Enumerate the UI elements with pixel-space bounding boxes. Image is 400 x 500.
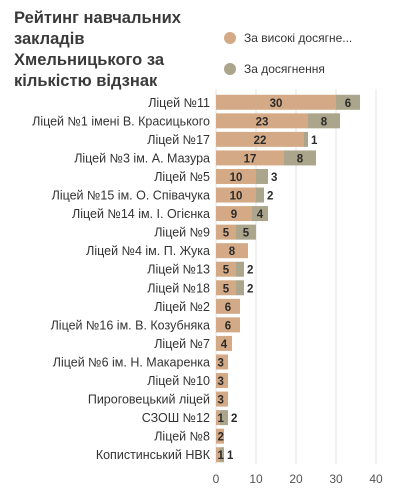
- data-label-high-achievements-10: 5: [223, 283, 230, 295]
- data-label-high-achievements-15: 3: [218, 376, 224, 388]
- category-label-16: Пироговецький ліцей: [88, 393, 210, 407]
- bar-high-achievements-1: [216, 113, 308, 129]
- bar-high-achievements-5: [216, 187, 256, 203]
- category-label-0: Ліцей №11: [148, 96, 210, 110]
- bar-achievements-9: [236, 261, 244, 277]
- legend-label-achievements: За досягнення: [244, 62, 325, 76]
- data-label-high-achievements-12: 6: [225, 320, 231, 332]
- bar-achievements-7: [236, 224, 256, 240]
- data-label-high-achievements-6: 9: [231, 209, 237, 221]
- category-label-6: Ліцей №14 ім. І. Огієнка: [72, 207, 210, 221]
- bar-high-achievements-12: [216, 317, 240, 333]
- data-label-achievements-6: 4: [257, 209, 264, 221]
- bar-high-achievements-15: [216, 373, 228, 389]
- bar-achievements-5: [256, 187, 264, 203]
- data-label-high-achievements-16: 3: [218, 395, 224, 407]
- data-label-achievements-0: 6: [345, 98, 351, 110]
- data-label-achievements-7: 5: [243, 228, 250, 240]
- data-label-achievements-19: 1: [227, 450, 234, 462]
- chart-title: Рейтинг навчальних закладів Хмельницьког…: [14, 9, 181, 90]
- x-tick-label-3: 30: [329, 472, 343, 486]
- category-label-18: Ліцей №8: [154, 430, 210, 444]
- bar-achievements-2: [304, 131, 308, 147]
- legend: За високі досягне... За досягнення: [224, 30, 396, 92]
- data-label-achievements-2: 1: [311, 135, 318, 147]
- bar-achievements-0: [336, 94, 360, 110]
- data-label-high-achievements-1: 23: [256, 116, 269, 128]
- legend-swatch-achievements: [224, 63, 236, 75]
- bar-high-achievements-6: [216, 206, 252, 222]
- data-label-high-achievements-8: 8: [229, 246, 236, 258]
- data-label-high-achievements-4: 10: [230, 172, 243, 184]
- bar-high-achievements-14: [216, 354, 228, 370]
- category-label-7: Ліцей №9: [154, 226, 210, 240]
- x-tick-label-1: 10: [249, 472, 263, 486]
- data-label-achievements-10: 2: [247, 283, 253, 295]
- category-label-11: Ліцей №2: [154, 300, 210, 314]
- category-label-2: Ліцей №17: [147, 133, 210, 147]
- legend-item-high-achievements: За високі досягне...: [224, 30, 396, 46]
- bar-high-achievements-19: [216, 447, 220, 463]
- data-label-high-achievements-11: 6: [225, 302, 231, 314]
- bar-high-achievements-17: [216, 410, 220, 426]
- bar-achievements-6: [252, 206, 268, 222]
- data-label-high-achievements-19: 1: [218, 450, 225, 462]
- data-label-achievements-1: 8: [321, 116, 328, 128]
- bar-high-achievements-7: [216, 224, 236, 240]
- x-tick-label-4: 40: [369, 472, 383, 486]
- data-label-high-achievements-7: 5: [223, 228, 230, 240]
- x-tick-label-0: 0: [213, 472, 220, 486]
- data-label-high-achievements-2: 22: [254, 135, 267, 147]
- category-label-10: Ліцей №18: [147, 281, 210, 295]
- data-label-high-achievements-13: 4: [221, 339, 228, 351]
- category-label-5: Ліцей №15 ім. О. Співачука: [52, 189, 210, 203]
- category-label-1: Ліцей №1 імені В. Красицького: [32, 114, 210, 128]
- data-label-high-achievements-17: 1: [218, 413, 225, 425]
- bar-high-achievements-11: [216, 298, 240, 314]
- bar-achievements-1: [308, 113, 340, 129]
- data-label-high-achievements-5: 10: [230, 191, 243, 203]
- data-label-achievements-9: 2: [247, 265, 253, 277]
- category-label-3: Ліцей №3 ім. А. Мазура: [74, 151, 210, 165]
- bar-high-achievements-9: [216, 261, 236, 277]
- category-label-9: Ліцей №13: [147, 263, 210, 277]
- legend-label-high-achievements: За високі досягне...: [244, 31, 353, 45]
- legend-item-achievements: За досягнення: [224, 61, 396, 77]
- category-label-12: Ліцей №16 ім. В. Козубняка: [51, 318, 210, 332]
- bar-high-achievements-8: [216, 243, 248, 259]
- data-label-achievements-17: 2: [231, 413, 237, 425]
- bar-high-achievements-0: [216, 94, 336, 110]
- category-label-4: Ліцей №5: [154, 170, 210, 184]
- category-label-15: Ліцей №10: [147, 374, 210, 388]
- bar-achievements-4: [256, 168, 268, 184]
- bar-achievements-19: [220, 447, 224, 463]
- bar-high-achievements-16: [216, 391, 228, 407]
- data-label-high-achievements-0: 30: [270, 98, 283, 110]
- bar-high-achievements-10: [216, 280, 236, 296]
- bar-high-achievements-3: [216, 150, 284, 166]
- bar-high-achievements-13: [216, 335, 232, 351]
- category-label-14: Ліцей №6 ім. Н. Макаренка: [53, 355, 210, 369]
- bar-high-achievements-4: [216, 168, 256, 184]
- bar-achievements-3: [284, 150, 316, 166]
- bar-achievements-17: [220, 410, 228, 426]
- data-label-achievements-3: 8: [297, 153, 304, 165]
- data-label-high-achievements-14: 3: [218, 357, 224, 369]
- bar-high-achievements-2: [216, 131, 304, 147]
- x-tick-label-2: 20: [289, 472, 303, 486]
- data-label-achievements-4: 3: [271, 172, 277, 184]
- legend-swatch-high-achievements: [224, 32, 236, 44]
- bar-achievements-10: [236, 280, 244, 296]
- data-label-high-achievements-9: 5: [223, 265, 230, 277]
- category-label-17: СЗОШ №12: [142, 411, 210, 425]
- data-label-high-achievements-3: 17: [244, 153, 257, 165]
- data-label-high-achievements-18: 2: [218, 432, 224, 444]
- bar-high-achievements-18: [216, 428, 224, 444]
- category-label-19: Копистинський НВК: [96, 448, 211, 462]
- data-label-achievements-5: 2: [267, 191, 273, 203]
- category-label-8: Ліцей №4 ім. П. Жука: [86, 244, 210, 258]
- category-label-13: Ліцей №7: [154, 337, 210, 351]
